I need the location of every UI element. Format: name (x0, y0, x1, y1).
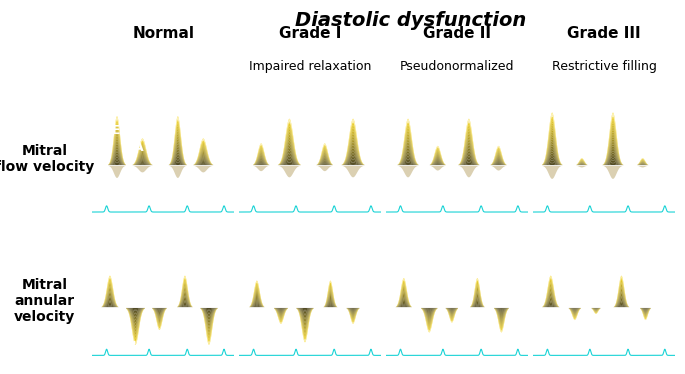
Text: A: A (134, 141, 144, 154)
Text: Pseudonormalized: Pseudonormalized (400, 60, 514, 73)
Text: Grade II: Grade II (423, 26, 491, 41)
Text: Mitral
flow velocity: Mitral flow velocity (0, 144, 94, 174)
Text: Normal: Normal (132, 26, 195, 41)
Text: Diastolic dysfunction: Diastolic dysfunction (295, 11, 527, 30)
Text: a': a' (147, 329, 160, 342)
Text: Mitral
annular
velocity: Mitral annular velocity (14, 278, 75, 324)
Text: E: E (112, 124, 121, 137)
Text: Restrictive filling: Restrictive filling (551, 60, 656, 73)
Text: Grade I: Grade I (279, 26, 341, 41)
Text: Grade III: Grade III (567, 26, 640, 41)
Text: e': e' (125, 340, 137, 353)
Text: Impaired relaxation: Impaired relaxation (249, 60, 371, 73)
